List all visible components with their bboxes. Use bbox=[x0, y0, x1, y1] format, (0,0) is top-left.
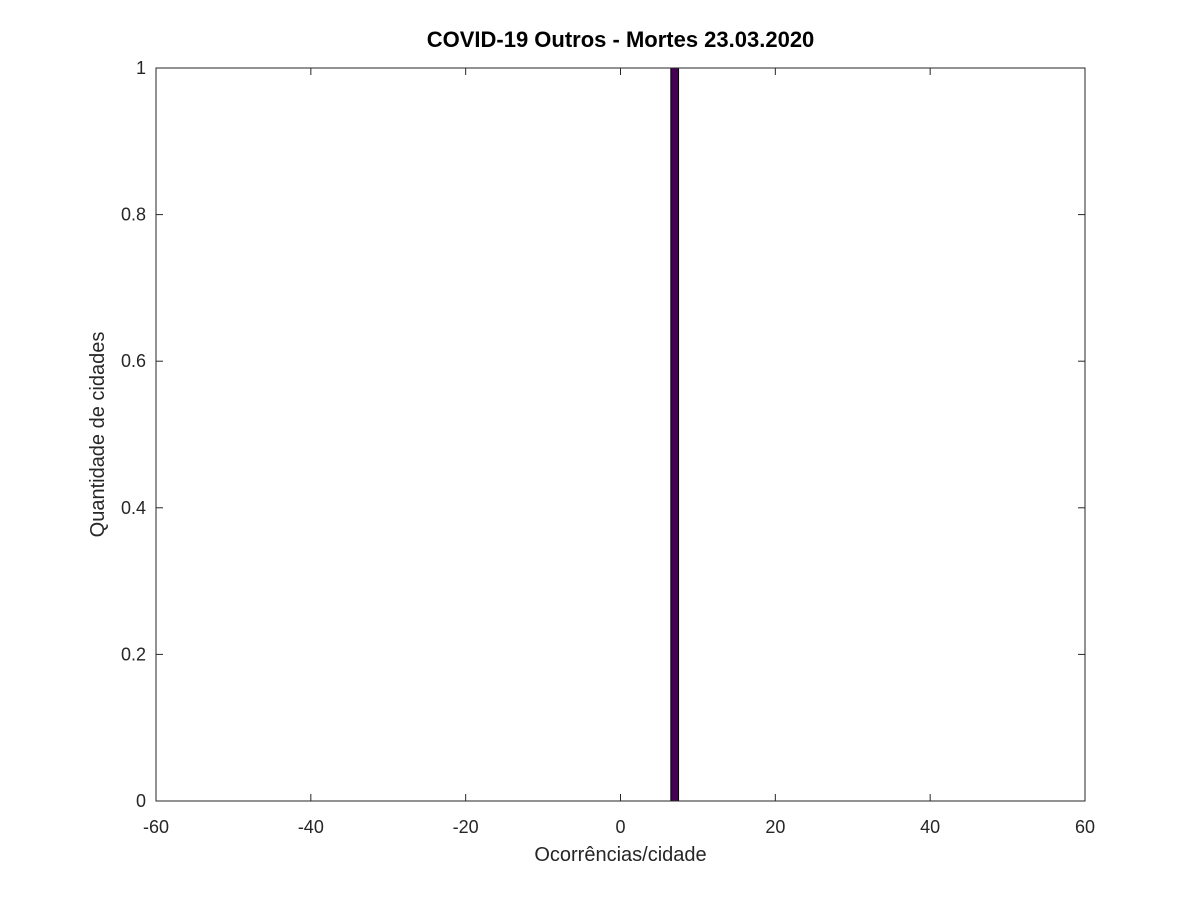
x-tick-label: 60 bbox=[1075, 817, 1095, 837]
x-tick-label: -60 bbox=[143, 817, 169, 837]
x-tick-label: -40 bbox=[298, 817, 324, 837]
x-axis-ticks: -60 -40 -20 0 20 40 60 bbox=[143, 68, 1095, 837]
histogram-bar bbox=[670, 67, 680, 802]
x-tick-label: 20 bbox=[765, 817, 785, 837]
x-axis-label: Ocorrências/cidade bbox=[534, 844, 706, 866]
y-axis-label: Quantidade de cidades bbox=[87, 332, 109, 538]
x-tick-label: 0 bbox=[615, 817, 625, 837]
x-tick-label: 40 bbox=[920, 817, 940, 837]
y-axis-ticks: 0 0.2 0.4 0.6 0.8 1 bbox=[121, 58, 1085, 811]
y-tick-label: 0 bbox=[136, 791, 146, 811]
chart-title: COVID-19 Outros - Mortes 23.03.2020 bbox=[427, 27, 815, 52]
bars-layer bbox=[670, 67, 680, 802]
plot-area bbox=[156, 68, 1085, 801]
y-tick-label: 0.6 bbox=[121, 351, 146, 371]
x-tick-label: -20 bbox=[453, 817, 479, 837]
y-tick-label: 0.4 bbox=[121, 498, 146, 518]
y-tick-label: 1 bbox=[136, 58, 146, 78]
y-tick-label: 0.2 bbox=[121, 644, 146, 664]
y-tick-label: 0.8 bbox=[121, 205, 146, 225]
